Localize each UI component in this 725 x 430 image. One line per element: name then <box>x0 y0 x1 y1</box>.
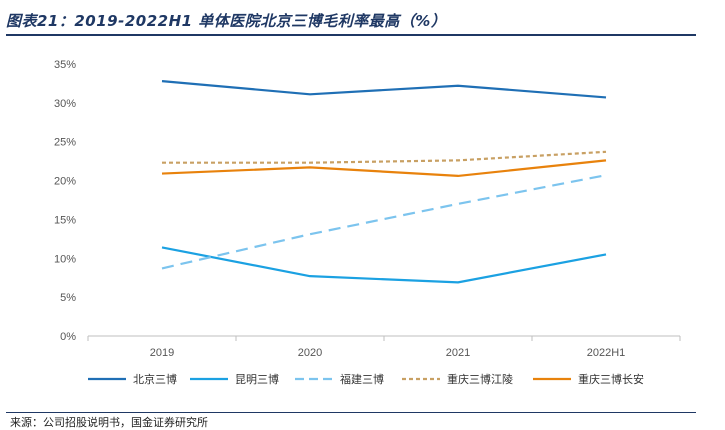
footer-divider <box>6 412 696 413</box>
series-line-1 <box>161 80 607 99</box>
series-line-2 <box>161 246 607 284</box>
y-tick-label: 30% <box>54 98 76 110</box>
x-tick-label: 2020 <box>298 347 322 359</box>
x-axis: 2019 2020 2021 2022H1 <box>87 335 681 359</box>
source-note: 来源：公司招股说明书，国金证券研究所 <box>10 416 208 429</box>
title-divider <box>6 34 696 36</box>
legend-label-5: 重庆三博长安 <box>578 372 644 386</box>
y-tick-label: 25% <box>54 137 76 149</box>
chart-title: 图表21：2019-2022H1 单体医院北京三博毛利率最高（%） <box>6 12 447 30</box>
series-line-5 <box>161 159 607 178</box>
y-tick-label: 5% <box>60 292 76 304</box>
x-tick-label: 2019 <box>150 347 174 359</box>
y-tick-label: 35% <box>54 59 76 71</box>
x-tick-label: 2022H1 <box>587 347 626 359</box>
series-lines <box>161 80 607 284</box>
y-axis: 0% 5% 10% 15% 20% 25% 30% 35% <box>54 59 76 343</box>
legend: 北京三博 昆明三博 福建三博 重庆三博江陵 重庆三博长安 <box>88 372 644 386</box>
y-tick-label: 15% <box>54 214 76 226</box>
legend-label-4: 重庆三博江陵 <box>447 372 513 386</box>
series-line-3 <box>161 174 607 270</box>
legend-label-3: 福建三博 <box>340 372 384 386</box>
legend-label-2: 昆明三博 <box>235 373 279 386</box>
legend-label-1: 北京三博 <box>133 372 177 386</box>
series-line-4 <box>162 150 607 164</box>
y-tick-label: 0% <box>60 331 76 343</box>
x-tick-label: 2021 <box>446 347 470 359</box>
y-tick-label: 10% <box>54 253 76 265</box>
y-tick-label: 20% <box>54 176 76 188</box>
